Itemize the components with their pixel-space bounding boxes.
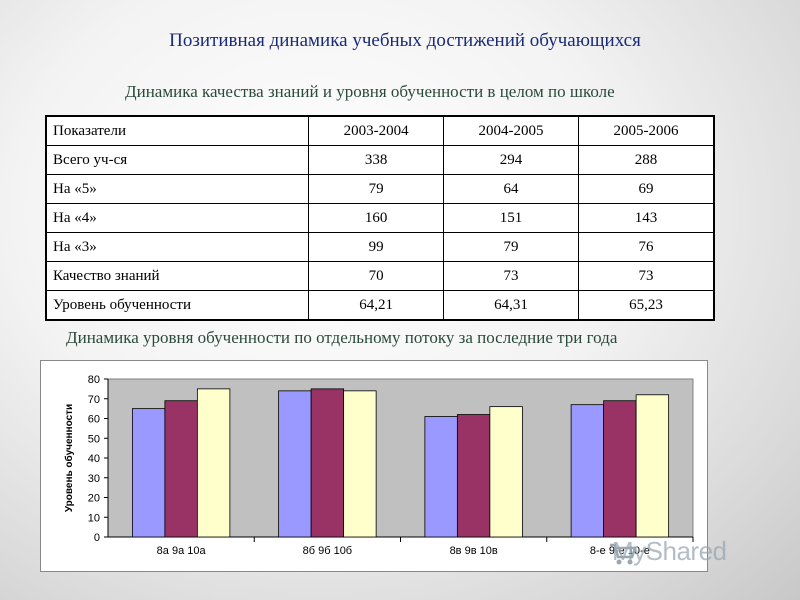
- table-subtitle: Динамика качества знаний и уровня обучен…: [125, 82, 615, 101]
- bar: [310, 388, 345, 538]
- x-tick-label: 8в 9в 10в: [450, 545, 498, 557]
- table-header-row: Показатели 2003-2004 2004-2005 2005-2006: [45, 115, 715, 146]
- table-row: Качество знаний 70 73 73: [45, 261, 715, 291]
- bar: [603, 400, 637, 538]
- header-cell: Показатели: [45, 115, 310, 146]
- table-cell: 64,31: [443, 290, 580, 321]
- y-tick-label: 30: [88, 473, 100, 485]
- header-cell: 2003-2004: [308, 115, 445, 146]
- bar: [278, 390, 312, 538]
- bar: [196, 388, 231, 538]
- x-tick-label: 8а 9а 10а: [157, 545, 207, 557]
- row-label: На «3»: [45, 232, 310, 262]
- table-cell: 160: [308, 203, 445, 233]
- table-row: Уровень обученности 64,21 64,31 65,23: [45, 290, 715, 321]
- y-tick-label: 70: [88, 394, 100, 406]
- y-tick-label: 20: [88, 493, 100, 505]
- y-tick-label: 60: [88, 414, 100, 426]
- bar: [635, 394, 670, 538]
- table-cell: 69: [578, 174, 715, 204]
- row-label: На «5»: [45, 174, 310, 204]
- table-cell: 65,23: [578, 290, 715, 321]
- table-cell: 294: [443, 145, 580, 175]
- bar: [424, 416, 458, 538]
- y-tick-label: 0: [94, 532, 100, 544]
- table-cell: 64,21: [308, 290, 445, 321]
- row-label: Качество знаний: [45, 261, 310, 291]
- bar-chart-svg: 0 10 20 30 40 50 60 70 80 Уровень обученности 8а 9…: [63, 374, 694, 557]
- header-cell: 2004-2005: [443, 115, 580, 146]
- bar: [570, 404, 605, 538]
- table-cell: 99: [308, 232, 445, 262]
- header-cell: 2005-2006: [578, 115, 715, 146]
- watermark-logo: MyShared: [612, 536, 727, 566]
- table-cell: 73: [443, 261, 580, 291]
- table-cell: 143: [578, 203, 715, 233]
- bar: [131, 408, 166, 538]
- bar-chart: 0 10 20 30 40 50 60 70 80 Уровень обученности 8а 9…: [40, 360, 708, 572]
- y-tick-label: 10: [88, 512, 100, 524]
- y-tick-label: 50: [88, 433, 100, 445]
- x-tick-label: 8б 9б 10б: [303, 545, 352, 557]
- table-cell: 79: [308, 174, 445, 204]
- statistics-table: Показатели 2003-2004 2004-2005 2005-2006…: [45, 115, 715, 321]
- table-cell: 70: [308, 261, 445, 291]
- bar: [164, 400, 198, 538]
- row-label: Всего уч-ся: [45, 145, 310, 175]
- bar: [456, 414, 491, 538]
- table-cell: 338: [308, 145, 445, 175]
- bar: [489, 406, 523, 538]
- table-cell: 64: [443, 174, 580, 204]
- table-row: Всего уч-ся 338 294 288: [45, 145, 715, 175]
- chart-subtitle: Динамика уровня обученности по отдельном…: [66, 328, 618, 347]
- y-tick-label: 40: [88, 453, 100, 465]
- y-tick-label: 80: [88, 374, 100, 386]
- bar: [343, 390, 377, 538]
- page-title: Позитивная динамика учебных достижений о…: [169, 30, 641, 51]
- row-label: На «4»: [45, 203, 310, 233]
- table-cell: 76: [578, 232, 715, 262]
- table-row: На «4» 160 151 143: [45, 203, 715, 233]
- table-cell: 79: [443, 232, 580, 262]
- table-row: На «5» 79 64 69: [45, 174, 715, 204]
- table-cell: 73: [578, 261, 715, 291]
- table-row: На «3» 99 79 76: [45, 232, 715, 262]
- row-label: Уровень обученности: [45, 290, 310, 321]
- table-cell: 151: [443, 203, 580, 233]
- cart-icon: [610, 543, 637, 565]
- table-cell: 288: [578, 145, 715, 175]
- y-axis-label: Уровень обученности: [63, 404, 75, 512]
